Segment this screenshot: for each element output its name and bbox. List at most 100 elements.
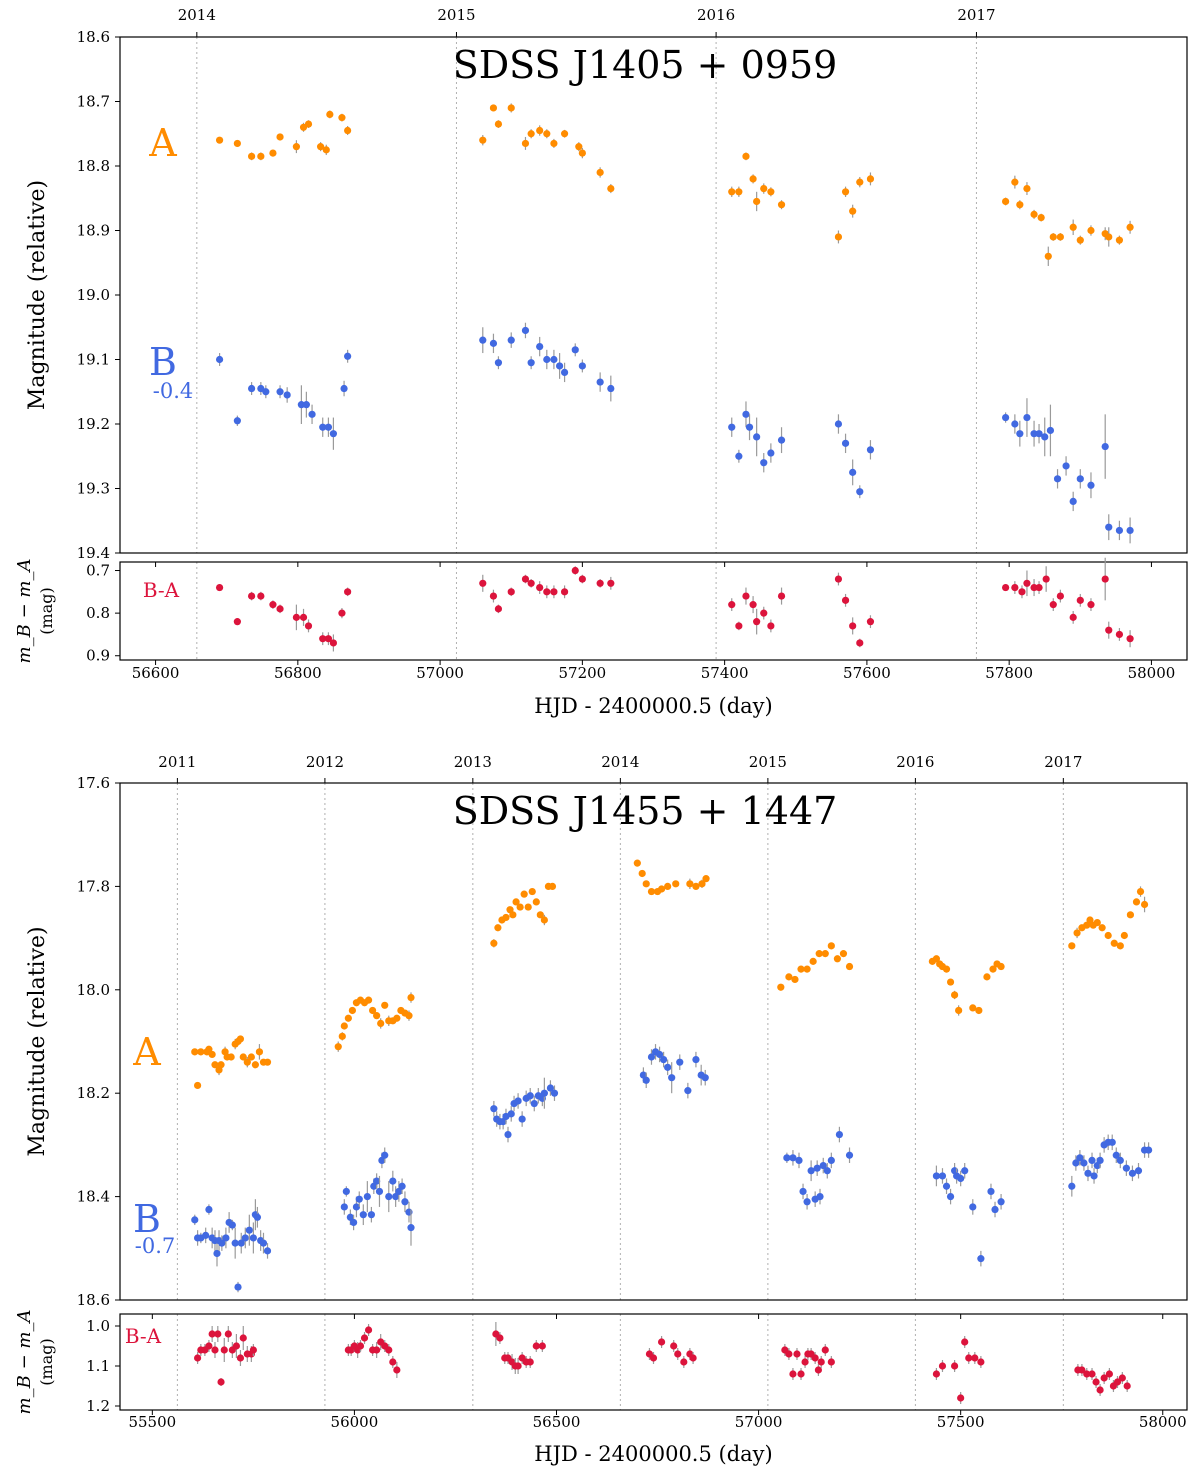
data-point [243,1058,251,1066]
residual-point [232,1342,240,1350]
data-point [367,1211,375,1219]
data-point [1120,931,1128,940]
data-point [373,1177,381,1185]
residual-point [689,1354,697,1362]
residual-point [526,1358,534,1366]
data-point [560,368,569,376]
data-point [1072,1159,1080,1167]
data-point [856,178,864,186]
residual-point [543,588,551,596]
resid-y-tick-label: 0.9 [86,647,110,665]
data-point [247,152,256,160]
data-point [489,339,498,347]
residual-point [1096,1386,1104,1394]
data-point [1086,916,1094,924]
y-tick-label: 18.6 [77,28,110,46]
data-point [205,1205,213,1214]
data-point [381,1151,389,1159]
y-tick-label: 18.8 [77,157,110,175]
data-point [324,423,333,431]
data-point [1076,236,1084,244]
residual-point [356,1342,365,1350]
data-point [789,1154,797,1162]
data-point [526,1092,534,1100]
image-a-label: A [132,1030,161,1074]
residual-point [205,1342,213,1350]
data-point [961,1167,969,1175]
data-point [302,401,310,409]
data-point [777,201,786,209]
residual-point [680,1358,688,1366]
data-point [227,1053,235,1061]
data-point [359,1211,367,1219]
residual-point [479,579,487,587]
data-point [234,1283,242,1291]
residual-plot-frame [119,1313,1188,1411]
residual-point [560,588,569,596]
data-point [932,955,941,963]
image-a-label: A [148,121,177,165]
data-point [489,104,498,112]
x-tick-label: 57800 [985,664,1033,682]
data-point [823,1167,831,1175]
data-point [257,152,265,160]
data-point [735,452,743,460]
series-b [191,1044,1153,1293]
image-b-label: B [149,340,177,384]
year-label: 2017 [957,6,995,24]
data-point [516,903,524,911]
data-point [686,880,694,888]
data-point [213,1249,221,1258]
data-point [509,911,517,919]
residual-point [1100,1374,1108,1382]
x-tick-label: 55500 [128,1413,176,1431]
residual-point [527,579,535,587]
residual-point [971,1354,979,1362]
data-point [255,1048,264,1056]
main-plot-frame [119,36,1188,554]
y-tick-label: 19.3 [77,480,110,498]
data-point [346,1213,354,1221]
residual-point [760,609,768,617]
data-point [1096,1156,1104,1165]
data-point [647,1053,656,1061]
data-point [607,184,615,193]
residual-point [385,1346,393,1354]
year-label: 2015 [437,6,475,24]
resid-y-axis-label: m_B − m_A [14,1310,35,1415]
y-tick-label: 17.6 [77,774,110,792]
residual-point [208,1330,216,1338]
residual-point [965,1354,973,1362]
data-point [1002,197,1010,206]
resid-y-tick-label: 1.2 [86,1397,110,1415]
residual-point [1018,588,1026,596]
data-point [389,1177,397,1185]
residual-point [938,1362,947,1370]
data-point [1062,462,1070,470]
data-point [942,1182,951,1190]
series-a2 [728,152,1134,266]
data-point [540,916,548,924]
data-point [319,423,327,431]
data-point [813,1164,821,1172]
data-point [363,1193,371,1201]
residual-point [1042,575,1050,583]
residual-point [319,635,327,643]
residual-point [961,1338,969,1346]
data-point [664,1063,672,1071]
data-point [350,1218,358,1227]
residual-point [1083,1370,1091,1378]
data-point [340,384,348,393]
data-point [518,1115,526,1123]
data-point [1037,214,1045,222]
data-point [316,143,325,151]
x-tick-label: 57600 [843,664,891,682]
data-point [633,859,641,867]
residual-point [814,1366,823,1374]
residual-point [373,1346,381,1354]
data-point [494,924,502,932]
residual-point [866,618,875,626]
data-point [866,446,875,454]
residual-point [793,1350,801,1358]
data-point [735,188,743,196]
